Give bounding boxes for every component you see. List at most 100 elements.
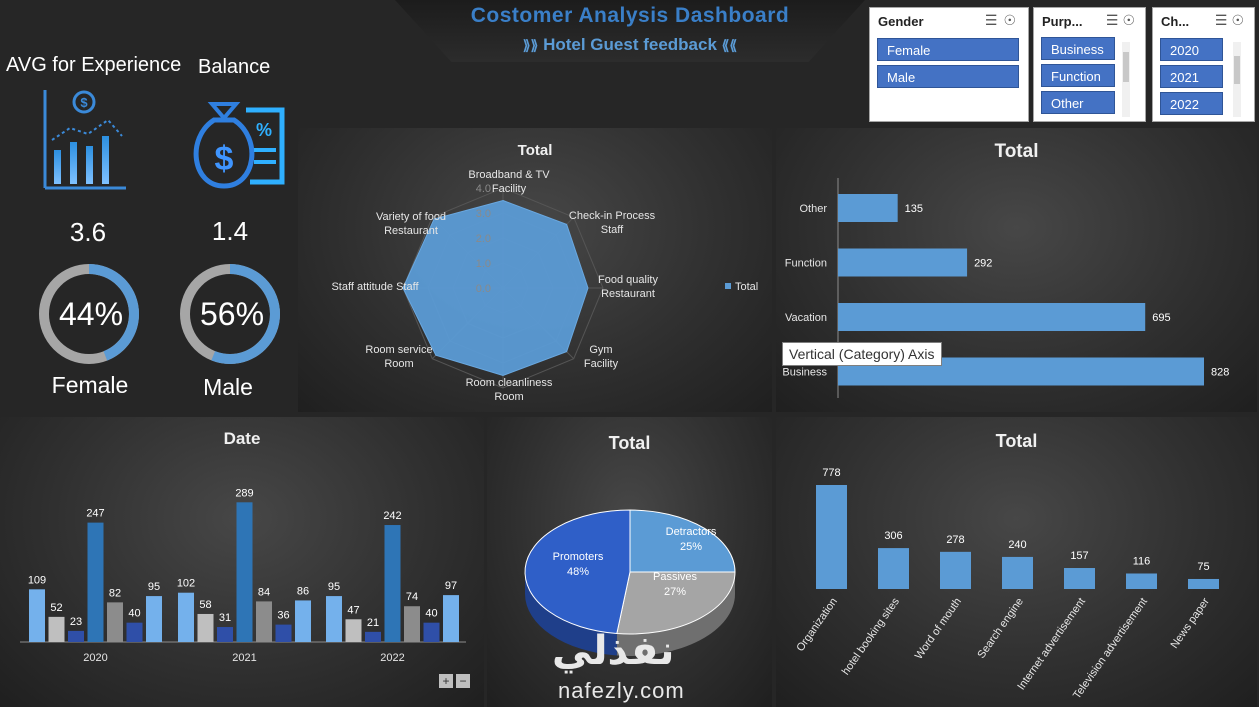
slicer-item-male[interactable]: Male [877,65,1019,88]
date-value-label: 242 [383,510,401,522]
pie-percent-label: 48% [567,566,589,578]
channel-bar [1064,568,1095,589]
date-value-label: 47 [347,604,359,616]
radar-legend-swatch [725,283,731,289]
slicer-tools[interactable]: ☰☉ [1215,12,1248,29]
channel-bar [940,551,971,589]
balance-label: Balance [198,56,271,78]
channel-category-label: News paper [1168,596,1212,651]
clear-filter-icon[interactable]: ☉ [1003,12,1022,28]
multi-select-icon[interactable]: ☰ [1214,12,1232,28]
experience-label: AVG for Experience [6,54,182,76]
watermark-latin: nafezly.com [558,678,685,703]
pie-chart-panel[interactable]: Total Detractors 25% Passives 27% Promoters 4… [487,417,772,707]
date-bar [443,595,459,642]
slicer-item-other[interactable]: Other [1041,91,1115,114]
date-value-label: 74 [406,591,418,603]
slicer-scrollbar[interactable] [1122,42,1130,117]
radar-chart-title: Total [517,142,553,159]
balance-value: 1.4 [211,216,249,246]
date-value-label: 97 [445,580,457,592]
slicer-title: Gender [878,14,924,29]
date-bar [146,596,162,642]
date-bar-panel[interactable]: Date 109 52 23 247 82 40 95 2020 102 58 31 289 84 36 8… [0,417,484,707]
scrollbar-thumb[interactable] [1123,52,1129,82]
channel-bar [1126,573,1157,589]
pie-category-label: Passives [653,571,698,583]
channel-category-label: Search engine [975,596,1026,661]
gender-slicer[interactable]: Gender ☰☉ Female Male [869,7,1029,122]
channel-category-label: Internet advertisement [1015,596,1088,693]
clear-filter-icon[interactable]: ☉ [1231,12,1248,28]
channel-slicer[interactable]: Ch... ☰☉ 2020 2021 2022 [1152,7,1255,122]
radar-category-label: Broadband & TV Facility [468,169,550,195]
date-value-label: 52 [50,602,62,614]
channel-value-label: 306 [884,530,902,542]
radar-chart-panel[interactable]: Total 0.0 1.0 2.0 3.0 4.0 Broadband & TV Facil… [298,128,772,412]
channel-category-label: hotel booking sites [840,595,902,677]
radar-series-area [402,199,589,377]
multi-select-icon[interactable]: ☰ [984,12,1004,28]
slicer-item-female[interactable]: Female [877,38,1019,61]
purpose-bar-panel[interactable]: Total Other 135 Function 292 Vacation 695 Busi… [776,128,1257,412]
axis-tooltip: Vertical (Category) Axis [782,342,942,366]
date-bar [217,627,233,642]
channel-value-label: 116 [1133,555,1151,567]
date-value-label: 84 [258,586,270,598]
pie-category-label: Promoters [553,551,604,563]
clear-filter-icon[interactable]: ☉ [1122,12,1139,28]
pie-category-label: Detractors [666,526,717,538]
slicer-scrollbar[interactable] [1233,42,1241,117]
radar-tick-label: 3.0 [476,208,491,220]
date-group-label: 2022 [380,652,404,664]
slicer-item-2022[interactable]: 2022 [1160,92,1223,115]
dashboard-subtitle-row: ⟫⟫ Hotel Guest feedback ⟪⟪ [395,35,865,55]
multi-select-icon[interactable]: ☰ [1105,12,1123,28]
chart-money-icon: $ [43,90,126,190]
radar-tick-label: 2.0 [476,233,491,245]
date-value-label: 95 [328,581,340,593]
watermark-arabic: نفذلي [552,628,675,674]
date-bar [48,616,65,642]
svg-text:%: % [256,120,272,140]
date-value-label: 40 [425,608,437,620]
channel-value-label: 240 [1008,539,1026,551]
purpose-slicer[interactable]: Purp... ☰☉ Business Function Other [1033,7,1146,122]
dashboard-subtitle: Hotel Guest feedback [543,35,717,54]
date-bar [365,631,381,642]
date-bar [29,589,45,642]
date-value-label: 58 [199,599,211,611]
expand-button[interactable]: + [439,674,453,688]
date-bar [326,596,342,642]
pie-slice [629,509,736,573]
slicer-tools[interactable]: ☰☉ [985,12,1022,29]
slicer-item-function[interactable]: Function [1041,64,1115,87]
channel-value-label: 157 [1070,550,1088,562]
slicer-tools[interactable]: ☰☉ [1106,12,1139,29]
slicer-item-2020[interactable]: 2020 [1160,38,1223,61]
radar-category-label: Room cleanliness Room [466,377,553,403]
female-label: Female [51,372,129,398]
slicer-item-business[interactable]: Business [1041,37,1115,60]
collapse-button[interactable]: − [456,674,470,688]
radar-category-label: Variety of food Restaurant [376,211,446,237]
radar-category-label: Gym Facility [584,344,619,370]
pie-chart-title: Total [608,433,651,453]
pie-slice-side [525,572,617,656]
female-percent: 44% [59,296,123,332]
date-value-label: 102 [177,578,195,590]
channel-category-label: Television advertisement [1071,596,1150,702]
channel-category-label: Word of mouth [913,596,964,662]
radar-category-label: Staff attitude Staff [331,281,419,293]
channel-bar-chart: 778 Organization 306 hotel booking sites 278… [794,467,1219,702]
header-banner [395,0,865,62]
pie-slice [616,571,736,635]
date-bar [236,502,253,642]
purpose-category-label: Other [799,203,827,215]
channel-value-label: 278 [946,534,964,546]
scrollbar-thumb[interactable] [1234,56,1240,84]
channel-bar-panel[interactable]: Total 778 Organization 306 hotel booking si… [776,417,1257,707]
date-bar-chart: 109 52 23 247 82 40 95 2020 102 58 31 289 84 36 86 2021… [20,487,466,664]
slicer-item-2021[interactable]: 2021 [1160,65,1223,88]
